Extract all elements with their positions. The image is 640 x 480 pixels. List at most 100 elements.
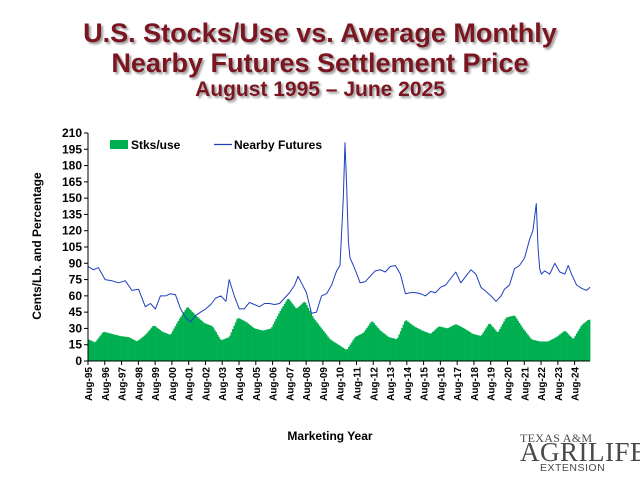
y-tick-label: 30 (69, 321, 83, 335)
stocks-use-bar (259, 330, 262, 361)
stocks-use-bar (113, 334, 115, 361)
stocks-use-bar (404, 321, 406, 361)
stocks-use-bar (556, 336, 559, 361)
stocks-use-bar (328, 338, 331, 361)
stocks-use-bar (229, 335, 231, 361)
stocks-use-bar (571, 338, 574, 361)
x-tick-label: Aug-98 (134, 367, 145, 401)
x-tick-label: Aug-06 (269, 367, 280, 401)
y-tick-label: 180 (62, 159, 82, 173)
x-tick-label: Aug-23 (554, 367, 565, 401)
stocks-use-bar (264, 330, 266, 361)
stocks-use-bar (187, 307, 189, 361)
x-tick-label: Aug-21 (520, 367, 531, 401)
stocks-use-bar (195, 316, 198, 361)
stocks-use-bar (272, 324, 275, 361)
stocks-use-bar (496, 331, 499, 361)
x-tick-label: Aug-08 (302, 367, 313, 401)
stocks-use-bar (346, 349, 349, 361)
stocks-use-bar (440, 326, 443, 361)
stocks-use-bar (190, 310, 192, 361)
stocks-use-bar (257, 329, 259, 361)
stocks-use-bar (518, 322, 521, 361)
stocks-use-bar (387, 336, 389, 361)
stocks-use-bar (489, 323, 492, 361)
stocks-use-bar (397, 337, 399, 361)
stocks-use-bar (549, 340, 552, 361)
stocks-use-bar (563, 331, 566, 361)
stocks-use-bar (293, 306, 296, 361)
stocks-use-bar (184, 309, 187, 361)
stocks-use-bar (150, 327, 153, 361)
stocks-use-bar (268, 328, 271, 361)
stocks-use-bar (588, 319, 591, 361)
stocks-use-bar (391, 338, 394, 361)
stocks-use-bar (437, 326, 440, 361)
stocks-use-bar (515, 318, 518, 361)
stocks-use-bar (206, 324, 209, 361)
stocks-use-bar (587, 320, 589, 361)
x-tick-label: Aug-24 (571, 367, 582, 401)
stocks-use-bar (416, 328, 419, 361)
stocks-use-bar (283, 303, 286, 361)
stocks-use-bar (534, 340, 536, 361)
stocks-use-bar (106, 332, 108, 361)
stocks-use-bar (294, 307, 297, 361)
texas-am-agrilife-logo: TEXAS A&M AGRILIFE EXTENSION (520, 428, 640, 476)
stocks-use-bars (88, 298, 591, 361)
y-tick-label: 15 (69, 338, 83, 352)
stocks-use-bar (363, 331, 366, 361)
y-tick-label: 150 (62, 191, 82, 205)
stocks-use-bar (279, 310, 282, 361)
stocks-use-bar (163, 332, 166, 361)
stocks-use-bar (153, 325, 156, 361)
stocks-use-bar (507, 317, 510, 361)
stocks-use-bar (304, 302, 307, 361)
stocks-use-bar (438, 326, 441, 361)
stocks-use-bar (369, 323, 371, 361)
stocks-use-bar (459, 326, 462, 361)
x-tick-label: Aug-96 (101, 367, 112, 401)
stocks-use-bar (520, 325, 522, 361)
stocks-use-bar (359, 334, 361, 361)
chart-subtitle: August 1995 – June 2025 (195, 78, 445, 101)
stocks-use-bar (584, 322, 587, 361)
stocks-use-bar (239, 318, 241, 361)
stocks-use-bar (89, 340, 92, 361)
stocks-use-bar (422, 330, 424, 361)
stocks-use-bar (131, 338, 134, 361)
stocks-use-bar (269, 328, 272, 361)
stocks-use-bar (334, 342, 336, 361)
stocks-use-bar (149, 329, 152, 361)
stocks-use-bar (246, 322, 248, 361)
stocks-use-bar (117, 335, 120, 361)
stocks-use-bar (390, 337, 392, 361)
stocks-use-bar (423, 331, 426, 361)
stocks-use-bar (251, 326, 254, 361)
stocks-use-bar (570, 337, 573, 361)
x-tick-label: Aug-01 (185, 367, 196, 401)
stocks-use-bar (299, 305, 301, 361)
stocks-use-bar (121, 336, 124, 361)
stocks-use-bar (405, 320, 408, 361)
stocks-use-bar (321, 329, 324, 361)
stocks-use-bar (226, 337, 229, 361)
stocks-use-bar (336, 344, 339, 361)
stocks-use-bar (349, 344, 352, 361)
stocks-use-bar (216, 334, 219, 361)
stocks-use-bar (233, 325, 236, 361)
y-tick-label: 120 (62, 224, 82, 238)
stocks-use-bar (310, 313, 313, 361)
chart-axes: 0 15 30 45 60 75 90 105 120 135 150 165 180 195 210 Aug… (62, 126, 590, 401)
stocks-use-bar (545, 341, 547, 361)
stocks-use-bar (348, 346, 350, 361)
stocks-use-bar (576, 333, 578, 361)
stocks-use-bar (497, 331, 500, 361)
stocks-use-bar (253, 327, 255, 361)
stocks-use-bar (548, 341, 550, 361)
stocks-use-bar (191, 311, 194, 361)
y-axis-label: Cents/Lb. and Percentage (30, 172, 44, 320)
stocks-use-bar (332, 341, 335, 361)
stocks-use-bar (173, 328, 175, 361)
stocks-use-bar (374, 324, 377, 361)
